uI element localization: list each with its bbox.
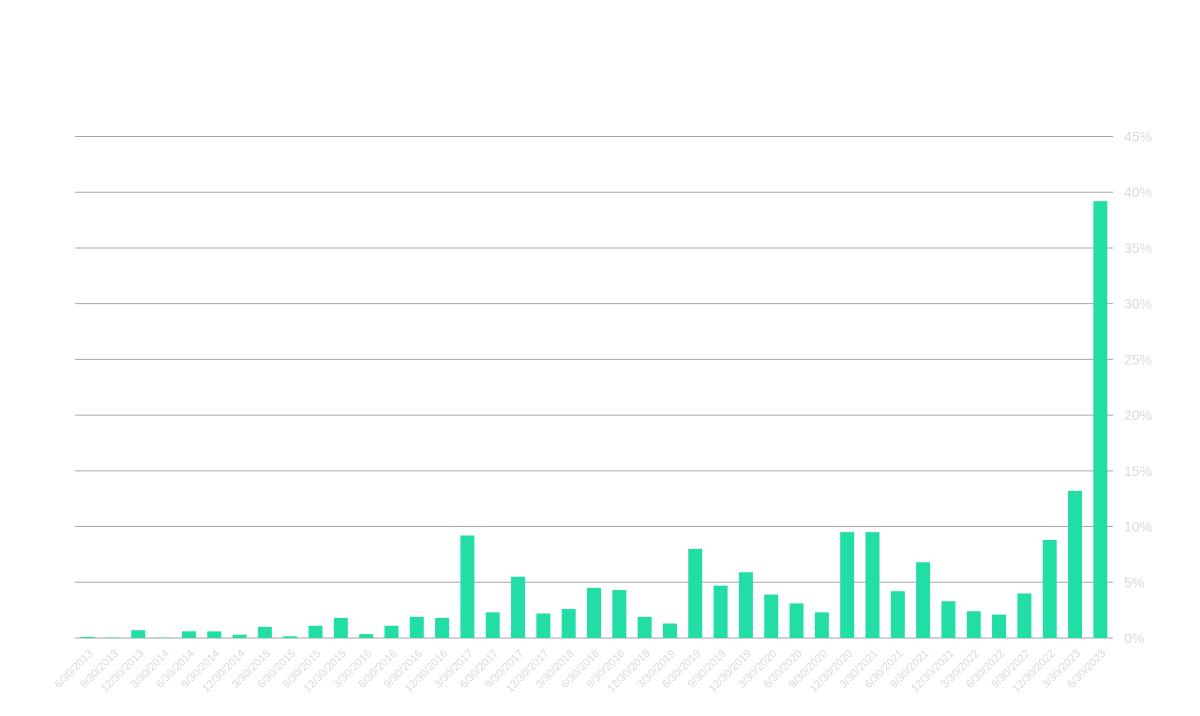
bar <box>1093 201 1108 639</box>
x-axis-tick-labels: 6/30/20139/30/201312/30/20133/30/20146/3… <box>53 648 1109 695</box>
bar <box>916 562 931 638</box>
bar <box>409 616 424 638</box>
bar <box>966 611 981 638</box>
y-tick-label: 30% <box>1124 296 1152 312</box>
bar <box>688 548 703 638</box>
y-tick-label: 45% <box>1124 129 1152 145</box>
bar <box>536 613 551 638</box>
bar <box>637 616 652 638</box>
bar <box>131 630 146 638</box>
y-tick-label: 25% <box>1124 351 1152 367</box>
y-tick-label: 35% <box>1124 240 1152 256</box>
bar <box>890 591 905 638</box>
bar <box>333 617 348 638</box>
bar <box>1017 593 1032 638</box>
y-axis-tick-labels: 0% 5% 10% 15% 20% 25% 30% 35% 40% 45% <box>1124 129 1152 647</box>
bar <box>713 585 728 638</box>
bar <box>941 601 956 638</box>
bar <box>257 626 272 638</box>
y-tick-label: 15% <box>1124 463 1152 479</box>
bar <box>814 612 829 638</box>
bar <box>232 634 247 638</box>
bar <box>384 625 399 638</box>
bar <box>992 614 1007 638</box>
bar <box>308 625 323 638</box>
bar <box>80 636 95 638</box>
bar <box>587 587 601 638</box>
bar <box>105 637 120 638</box>
y-tick-label: 10% <box>1124 519 1152 535</box>
y-tick-label: 40% <box>1124 184 1152 200</box>
bar <box>662 623 677 638</box>
bar <box>789 603 804 638</box>
bar <box>181 631 196 638</box>
gridlines <box>75 136 1113 639</box>
bar <box>156 637 171 638</box>
bar <box>359 634 374 638</box>
bar <box>511 576 526 638</box>
bar <box>865 532 880 638</box>
bar <box>283 636 298 638</box>
bar <box>840 532 855 638</box>
y-tick-label: 0% <box>1124 630 1144 646</box>
bar <box>435 617 450 638</box>
bar <box>460 535 475 638</box>
bar <box>764 594 779 638</box>
y-tick-label: 5% <box>1124 574 1144 590</box>
bar <box>485 612 500 638</box>
y-tick-label: 20% <box>1124 407 1152 423</box>
bar <box>1042 539 1057 638</box>
bar <box>1068 490 1083 638</box>
bar <box>561 609 576 638</box>
bar <box>738 572 753 638</box>
bar <box>612 590 627 638</box>
bars <box>80 201 1108 639</box>
bar <box>207 631 222 638</box>
